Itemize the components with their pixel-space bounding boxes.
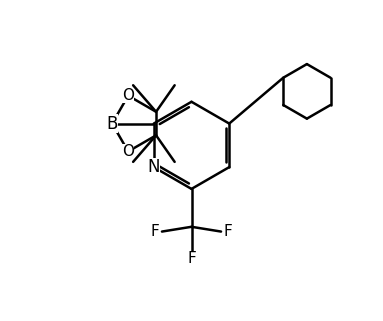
- Text: O: O: [122, 88, 134, 103]
- Text: F: F: [224, 224, 232, 239]
- Text: O: O: [122, 144, 134, 159]
- Text: F: F: [187, 251, 196, 266]
- Text: B: B: [106, 115, 118, 133]
- Text: N: N: [147, 158, 160, 176]
- Text: F: F: [151, 224, 159, 239]
